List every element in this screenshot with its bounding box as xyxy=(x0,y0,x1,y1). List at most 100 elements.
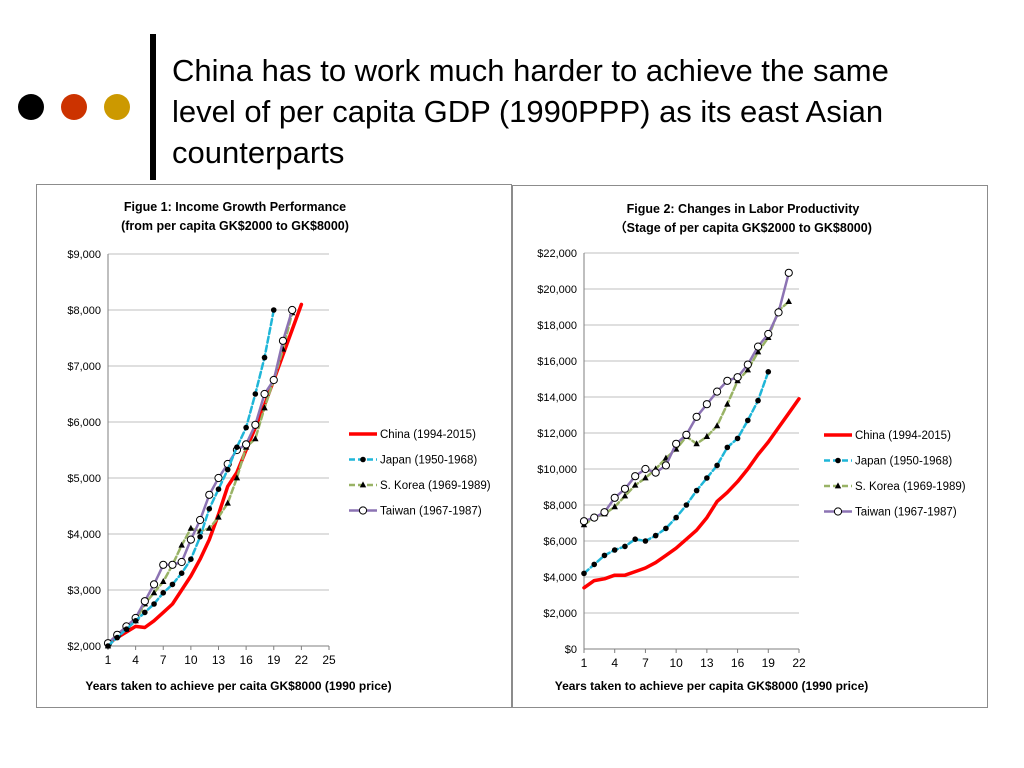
chart-subtitle: (from per capita GK$2000 to GK$8000) xyxy=(121,219,349,233)
x-tick-label: 13 xyxy=(212,653,226,667)
data-point-japan-1950-1968 xyxy=(714,462,720,469)
data-point-s-korea-1969-1989 xyxy=(150,589,158,596)
data-point-japan-1950-1968 xyxy=(142,609,148,616)
y-tick-label: $4,000 xyxy=(67,529,101,541)
data-point-japan-1950-1968 xyxy=(215,486,222,493)
data-point-taiwan-1967-1987 xyxy=(288,305,297,315)
y-tick-label: $6,000 xyxy=(67,417,101,429)
y-tick-label: $14,000 xyxy=(537,392,577,404)
data-point-taiwan-1967-1987 xyxy=(651,468,660,477)
data-point-taiwan-1967-1987 xyxy=(590,513,599,522)
slide-title: China has to work much harder to achieve… xyxy=(172,53,889,170)
data-point-japan-1950-1968 xyxy=(234,444,240,451)
data-point-japan-1950-1968 xyxy=(622,543,628,550)
x-axis-label: Years taken to achieve per caita GK$8000… xyxy=(85,679,391,693)
title-divider xyxy=(150,34,156,180)
y-tick-label: $6,000 xyxy=(543,536,577,548)
data-point-s-korea-1969-1989 xyxy=(713,422,721,429)
data-point-japan-1950-1968 xyxy=(755,397,761,404)
bullet-dot-red xyxy=(61,94,87,120)
figure-1-chart: Figue 1: Income Growth Performance (from … xyxy=(67,200,491,693)
series-line-china-1994-2015 xyxy=(106,302,304,645)
x-tick-label: 16 xyxy=(239,653,253,667)
data-point-japan-1950-1968 xyxy=(724,444,731,451)
data-point-s-korea-1969-1989 xyxy=(611,503,618,510)
legend-item-s-korea-1969-1989: S. Korea (1969-1989) xyxy=(349,480,491,492)
y-tick-label: $10,000 xyxy=(537,464,577,476)
data-point-japan-1950-1968 xyxy=(663,525,669,532)
series-china-1994-2015 xyxy=(106,302,304,645)
data-point-taiwan-1967-1987 xyxy=(702,400,711,409)
data-point-taiwan-1967-1987 xyxy=(833,507,843,516)
data-point-taiwan-1967-1987 xyxy=(764,329,773,339)
data-point-japan-1950-1968 xyxy=(632,536,638,542)
y-tick-label: $12,000 xyxy=(537,428,577,440)
y-tick-label: $8,000 xyxy=(543,500,577,512)
data-point-japan-1950-1968 xyxy=(151,601,157,607)
data-point-taiwan-1967-1987 xyxy=(149,580,159,589)
legend-item-japan-1950-1968: Japan (1950-1968) xyxy=(824,456,952,468)
data-point-japan-1950-1968 xyxy=(835,457,841,464)
x-axis-label: Years taken to achieve per capita GK$800… xyxy=(555,679,869,693)
data-point-japan-1950-1968 xyxy=(188,556,194,562)
y-tick-label: $5,000 xyxy=(67,473,101,485)
data-point-japan-1950-1968 xyxy=(252,391,259,397)
data-point-taiwan-1967-1987 xyxy=(723,376,732,385)
series-line-s-korea-1969-1989 xyxy=(106,311,294,648)
legend-label: China (1994-2015) xyxy=(855,430,951,442)
x-tick-label: 10 xyxy=(669,656,683,670)
figure-2-panel: Figue 2: Changes in Labor Productivity （S… xyxy=(512,185,988,708)
legend-label: Taiwan (1967-1987) xyxy=(855,507,957,519)
data-point-japan-1950-1968 xyxy=(581,570,587,577)
data-point-japan-1950-1968 xyxy=(704,475,710,481)
data-point-s-korea-1969-1989 xyxy=(703,433,711,439)
series-line-japan-1950-1968 xyxy=(582,370,770,575)
x-tick-label: 22 xyxy=(295,653,309,667)
y-tick-label: $8,000 xyxy=(67,305,101,317)
chart-subtitle: （Stage of per capita GK$2000 to GK$8000) xyxy=(614,220,872,235)
y-tick-label: $7,000 xyxy=(67,361,101,373)
legend-item-china-1994-2015: China (1994-2015) xyxy=(349,429,476,441)
data-point-taiwan-1967-1987 xyxy=(358,506,368,515)
x-tick-label: 7 xyxy=(642,656,649,670)
legend-label: China (1994-2015) xyxy=(380,429,476,441)
x-tick-label: 4 xyxy=(611,656,618,670)
data-point-japan-1950-1968 xyxy=(591,561,598,568)
figure-1-panel: Figue 1: Income Growth Performance (from … xyxy=(36,184,512,708)
data-point-taiwan-1967-1987 xyxy=(620,484,630,493)
data-point-taiwan-1967-1987 xyxy=(205,490,214,499)
bullet-dot-black xyxy=(18,94,44,120)
x-tick-label: 16 xyxy=(731,656,745,670)
data-point-japan-1950-1968 xyxy=(601,552,608,559)
data-point-japan-1950-1968 xyxy=(178,570,185,576)
series-taiwan-1967-1987 xyxy=(579,268,793,526)
y-tick-label: $0 xyxy=(565,644,577,656)
data-point-s-korea-1969-1989 xyxy=(187,524,195,531)
chart-title: Figue 1: Income Growth Performance xyxy=(124,200,346,214)
data-point-japan-1950-1968 xyxy=(132,618,139,624)
data-point-taiwan-1967-1987 xyxy=(177,557,186,567)
data-point-japan-1950-1968 xyxy=(683,502,690,508)
data-point-japan-1950-1968 xyxy=(765,369,772,375)
series-s-korea-1969-1989 xyxy=(104,309,296,649)
data-point-japan-1950-1968 xyxy=(673,514,679,521)
data-point-japan-1950-1968 xyxy=(693,487,700,494)
legend-label: Taiwan (1967-1987) xyxy=(380,506,482,518)
data-point-taiwan-1967-1987 xyxy=(784,268,793,277)
data-point-s-korea-1969-1989 xyxy=(224,499,231,506)
y-tick-label: $9,000 xyxy=(67,249,101,261)
x-tick-label: 1 xyxy=(581,656,588,670)
data-point-japan-1950-1968 xyxy=(224,466,231,473)
data-point-s-korea-1969-1989 xyxy=(178,541,185,548)
data-point-taiwan-1967-1987 xyxy=(159,560,168,569)
series-japan-1950-1968 xyxy=(105,307,277,649)
x-tick-label: 13 xyxy=(700,656,714,670)
data-point-s-korea-1969-1989 xyxy=(621,492,629,499)
data-point-s-korea-1969-1989 xyxy=(834,482,842,489)
data-point-japan-1950-1968 xyxy=(652,532,659,539)
x-tick-label: 7 xyxy=(160,653,167,667)
data-point-japan-1950-1968 xyxy=(243,424,249,431)
legend-label: S. Korea (1969-1989) xyxy=(380,480,491,492)
data-point-s-korea-1969-1989 xyxy=(160,578,167,584)
data-point-japan-1950-1968 xyxy=(360,456,366,463)
